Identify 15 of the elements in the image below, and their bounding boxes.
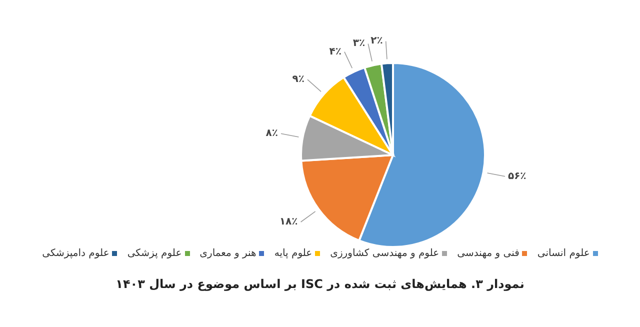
legend-label: علوم پزشکی [127,248,182,259]
legend-label: علوم پایه [274,248,312,259]
data-label: ۱۸٪ [279,216,298,228]
data-label: ۸٪ [266,128,278,140]
data-label: ۹٪ [292,74,304,86]
text: نمودار ۳. همایش‌های ثبت شده در ISC بر اساس موضوع در سال ۱۴۰۳ [114,277,526,291]
legend-label: علوم انسانی [537,248,590,259]
data-label: ۵۶٪ [508,170,526,182]
legend-label: هنر و معماری [200,248,256,259]
data-label: ۳٪ [352,38,366,50]
legend-label: علوم و مهندسی کشاورزی [330,248,440,259]
data-label: ۴٪ [329,46,342,58]
data-label: ۲٪ [370,36,383,47]
legend-label: علوم دامپزشکی [42,248,110,259]
legend-label: فنی و مهندسی [457,248,520,259]
